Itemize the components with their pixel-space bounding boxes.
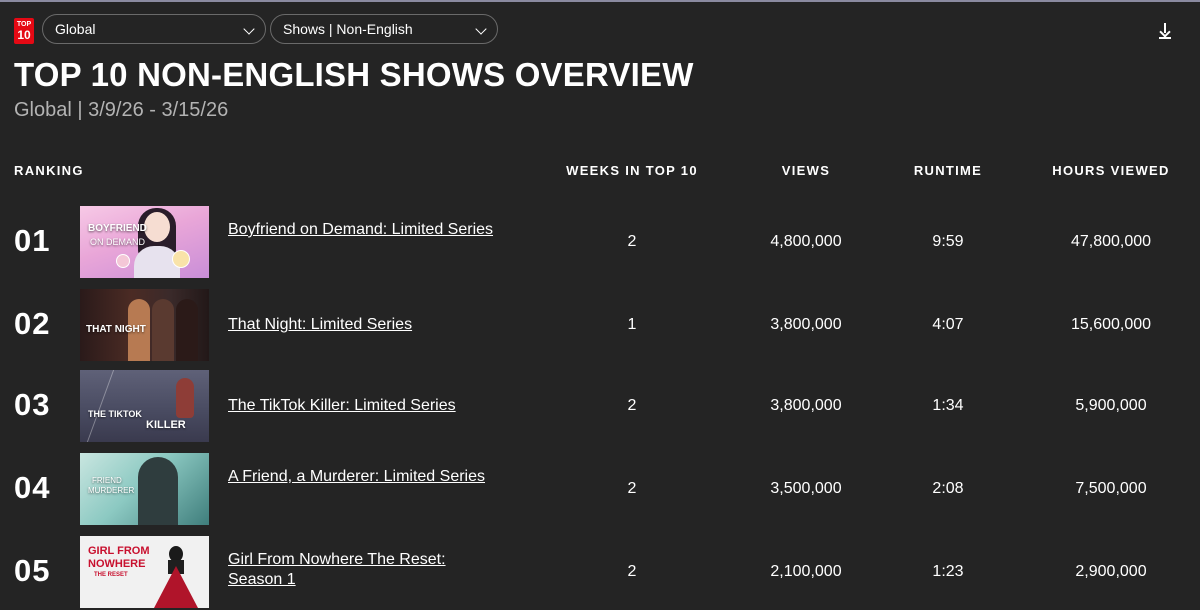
rank-number: 02: [14, 306, 51, 341]
weeks-in-top10: 2: [627, 480, 637, 497]
show-title-link[interactable]: Boyfriend on Demand: Limited Series: [228, 221, 494, 238]
category-select-value: Shows | Non-English: [283, 21, 413, 37]
thumbnail-title-line2: NOWHERE: [88, 558, 146, 570]
column-header-hours-viewed: HOURS VIEWED: [1052, 163, 1170, 178]
runtime-value: 1:34: [932, 397, 964, 414]
show-title-link[interactable]: That Night: Limited Series: [228, 316, 413, 333]
window-top-border: [0, 0, 1200, 2]
views-value: 3,500,000: [770, 480, 842, 497]
column-header-weeks: WEEKS IN TOP 10: [566, 163, 698, 178]
thumbnail-title-line1: BOYFRIEND: [88, 223, 147, 234]
column-header-runtime: RUNTIME: [913, 163, 983, 178]
show-title-link[interactable]: The TikTok Killer: Limited Series: [228, 397, 456, 414]
page-subtitle: Global | 3/9/26 - 3/15/26: [14, 99, 229, 121]
show-thumbnail[interactable]: BOYFRIEND ON DEMAND: [80, 206, 209, 278]
thumbnail-title-line3: THE RESET: [94, 572, 128, 578]
show-title-link[interactable]: Girl From Nowhere The Reset: Season 1: [228, 551, 446, 588]
hours-viewed-value: 2,900,000: [1075, 563, 1147, 580]
weeks-in-top10: 2: [627, 563, 637, 580]
rank-number: 05: [14, 553, 51, 588]
weeks-in-top10: 1: [627, 316, 637, 333]
region-select-value: Global: [55, 21, 96, 37]
show-thumbnail[interactable]: THE TIKTOK KILLER: [80, 370, 209, 442]
hours-viewed-value: 47,800,000: [1070, 233, 1152, 250]
logo-line-top: TOP: [16, 21, 32, 28]
thumbnail-title-line2: MURDERER: [88, 486, 135, 495]
runtime-value: 1:23: [932, 563, 964, 580]
rank-number: 01: [14, 223, 51, 258]
runtime-value: 9:59: [932, 233, 964, 250]
region-select[interactable]: Global: [42, 14, 266, 44]
toolbar: TOP 10 Global Shows | Non-English: [0, 2, 1200, 56]
views-value: 2,100,000: [770, 563, 842, 580]
chevron-down-icon: [475, 23, 487, 35]
rank-number: 03: [14, 387, 51, 422]
weeks-in-top10: 2: [627, 233, 637, 250]
table-row: 03 THE TIKTOK KILLER The TikTok Killer: …: [0, 370, 1200, 442]
views-value: 3,800,000: [770, 397, 842, 414]
runtime-value: 4:07: [932, 316, 964, 333]
logo-line-10: 10: [17, 28, 31, 42]
thumbnail-title-line1: THE TIKTOK: [88, 409, 142, 419]
hours-viewed-value: 15,600,000: [1070, 316, 1152, 333]
runtime-value: 2:08: [932, 480, 964, 497]
table-row: 05 GIRL FROM NOWHERE THE RESET Girl From…: [0, 536, 1200, 608]
page-title: TOP 10 NON-ENGLISH SHOWS OVERVIEW: [14, 56, 694, 93]
top10-logo: TOP 10: [14, 18, 34, 44]
hours-viewed-value: 7,500,000: [1075, 480, 1147, 497]
column-header-ranking: RANKING: [14, 163, 84, 178]
show-title-link[interactable]: A Friend, a Murderer: Limited Series: [228, 468, 485, 485]
column-header-views: VIEWS: [781, 163, 831, 178]
views-value: 4,800,000: [770, 233, 842, 250]
hours-viewed-value: 5,900,000: [1075, 397, 1147, 414]
table-row: 01 BOYFRIEND ON DEMAND Boyfriend on Dema…: [0, 206, 1200, 278]
chevron-down-icon: [243, 23, 255, 35]
views-value: 3,800,000: [770, 316, 842, 333]
rank-number: 04: [14, 470, 51, 505]
thumbnail-title-line2: ON DEMAND: [90, 237, 146, 247]
thumbnail-title-line2: KILLER: [146, 419, 186, 431]
thumbnail-title-line1: THAT NIGHT: [86, 324, 146, 335]
category-select[interactable]: Shows | Non-English: [270, 14, 498, 44]
table-row: 04 FRIEND MURDERER A Friend, a Murderer:…: [0, 453, 1200, 525]
show-thumbnail[interactable]: THAT NIGHT: [80, 289, 209, 361]
thumbnail-title-line1: GIRL FROM: [88, 545, 150, 557]
weeks-in-top10: 2: [627, 397, 637, 414]
show-thumbnail[interactable]: FRIEND MURDERER: [80, 453, 209, 525]
show-thumbnail[interactable]: GIRL FROM NOWHERE THE RESET: [80, 536, 209, 608]
download-icon[interactable]: [1157, 22, 1173, 40]
table-row: 02 THAT NIGHT That Night: Limited Series…: [0, 289, 1200, 361]
thumbnail-title-line1: FRIEND: [92, 476, 122, 485]
